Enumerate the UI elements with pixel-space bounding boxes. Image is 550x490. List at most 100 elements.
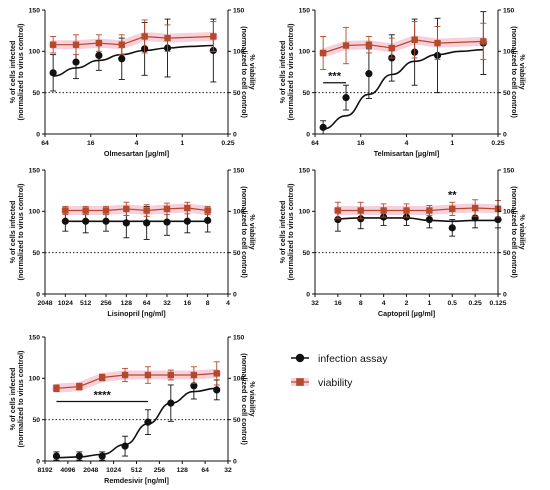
y-tick-label-left: 100 <box>299 49 311 56</box>
x-tick-label: 128 <box>177 467 189 474</box>
infection-point <box>122 219 130 227</box>
viability-point <box>95 39 103 47</box>
x-tick-label: 2048 <box>83 467 98 474</box>
y-tick-label-left: 50 <box>32 90 40 97</box>
infection-point <box>163 218 171 226</box>
infection-point <box>52 452 61 460</box>
x-tick-label: 256 <box>100 300 112 307</box>
y-tick-label-right: 0 <box>233 131 237 138</box>
y-tick-label-right: 0 <box>503 291 507 298</box>
viability-point <box>204 207 211 214</box>
infection-point <box>121 442 129 450</box>
y-tick-label-right: 100 <box>233 49 245 56</box>
viability-point <box>434 39 441 47</box>
significance-label: ** <box>448 190 457 202</box>
y-tick-label-right: 100 <box>503 209 515 216</box>
viability-point <box>144 371 152 379</box>
y-axis-title-left: % of cells infected(normalized to virus … <box>8 350 25 448</box>
infection-fit-curve <box>53 44 214 77</box>
viability-point <box>480 38 487 45</box>
y-tick-label-left: 0 <box>306 131 310 138</box>
y-tick-label-left: 100 <box>29 376 41 383</box>
viability-point <box>411 36 418 43</box>
infection-point <box>75 452 83 460</box>
infection-point <box>102 217 110 225</box>
x-tick-label: 16 <box>184 300 192 307</box>
infection-point <box>82 217 90 225</box>
chart-panel-3: 0 0 50 50 100 100 150 150 2048 1024 512 256 128 64 32 1… <box>8 167 257 318</box>
viability-line <box>56 372 217 389</box>
y-tick-label-left: 50 <box>32 417 40 424</box>
x-axis-title: Olmesartan [µg/ml] <box>104 149 169 158</box>
x-tick-label: 0.125 <box>489 300 506 307</box>
x-tick-label: 1 <box>427 300 431 307</box>
y-tick-label-left: 50 <box>302 90 310 97</box>
infection-point <box>319 123 327 131</box>
infection-point <box>143 219 151 227</box>
y-tick-label-right: 100 <box>503 49 515 56</box>
significance-label: **** <box>94 389 112 401</box>
infection-point <box>98 452 106 460</box>
viability-point <box>98 374 106 381</box>
x-tick-label: 16 <box>87 140 95 147</box>
x-tick-label: 4 <box>382 300 386 307</box>
x-tick-label: 4096 <box>60 467 75 474</box>
x-axis-title: Remdesivir [ng/ml] <box>104 476 169 485</box>
x-tick-label: 64 <box>41 140 49 147</box>
x-tick-label: 512 <box>131 467 143 474</box>
y-axis-title-right: % viability(normalized to cell control) <box>240 186 257 278</box>
x-tick-label: 2048 <box>37 300 52 307</box>
chart-panel-4: ** 0 0 50 50 100 100 150 150 32 16 8 4 2 1 0.5 0.25 0.125… <box>278 167 527 318</box>
y-tick-label-left: 150 <box>299 167 311 174</box>
x-tick-label: 1 <box>450 140 454 147</box>
viability-point <box>76 383 83 390</box>
x-axis-title: Captopril [µg/ml] <box>378 309 435 318</box>
y-axis-title-left: % of cells infected(normalized to virus … <box>8 23 25 121</box>
viability-point <box>118 41 125 48</box>
viability-point <box>82 207 89 214</box>
y-axis-title-left: % of cells infected(normalized to virus … <box>8 183 25 281</box>
x-tick-label: 0.5 <box>448 300 458 307</box>
y-tick-label-right: 50 <box>233 417 241 424</box>
viability-point <box>121 371 129 379</box>
x-tick-label: 8 <box>359 300 363 307</box>
legend-label: infection assay <box>318 353 388 365</box>
x-tick-label: 0.25 <box>491 140 504 147</box>
y-tick-label-left: 0 <box>306 291 310 298</box>
x-tick-label: 4 <box>405 140 409 147</box>
y-tick-label-left: 100 <box>29 49 41 56</box>
infection-point <box>334 216 342 224</box>
x-tick-label: 1024 <box>106 467 121 474</box>
y-tick-label-right: 50 <box>503 90 511 97</box>
viability-point <box>449 205 456 213</box>
y-tick-label-left: 50 <box>32 250 40 257</box>
y-axis-title-right: % viability(normalized to cell control) <box>240 353 257 445</box>
viability-point <box>388 44 395 52</box>
viability-line <box>337 207 499 212</box>
viability-point <box>164 34 171 42</box>
x-tick-label: 4 <box>226 300 230 307</box>
y-tick-label-right: 0 <box>503 131 507 138</box>
viability-point <box>319 49 327 57</box>
y-axis-title-right: % viability(normalized to cell control) <box>510 26 527 118</box>
y-tick-label-right: 150 <box>233 7 245 14</box>
viability-point <box>163 205 171 213</box>
y-axis-title-right: % viability(normalized to cell control) <box>240 26 257 118</box>
infection-point <box>183 217 191 225</box>
viability-point <box>190 371 198 379</box>
chart-panel-1: 0 0 50 50 100 100 150 150 64 16 4 1 0.25 Olmesartan [… <box>8 7 257 158</box>
infection-point <box>95 51 103 60</box>
legend-marker-circle <box>295 353 305 363</box>
x-tick-label: 16 <box>334 300 342 307</box>
x-tick-label: 0.25 <box>221 140 234 147</box>
viability-point <box>62 207 69 214</box>
viability-point <box>102 207 110 214</box>
x-tick-label: 4 <box>135 140 139 147</box>
x-tick-label: 32 <box>163 300 171 307</box>
x-tick-label: 8 <box>206 300 210 307</box>
y-tick-label-left: 0 <box>36 131 40 138</box>
y-tick-label-left: 150 <box>29 334 41 341</box>
infection-point <box>448 224 456 232</box>
viability-point <box>357 207 364 214</box>
